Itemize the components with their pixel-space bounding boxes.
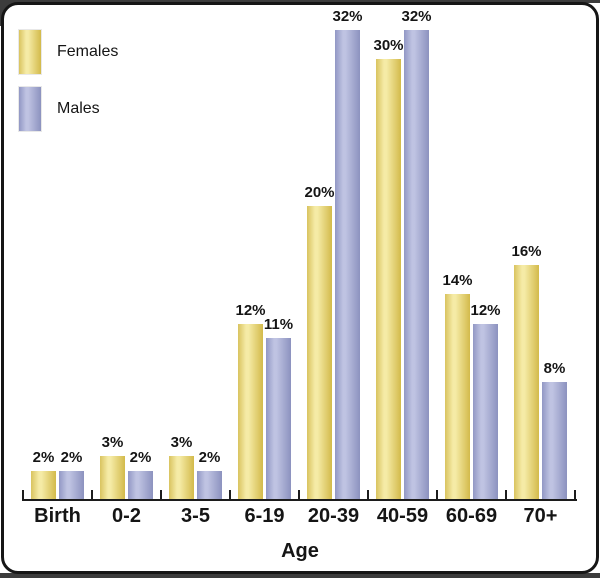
x-tick-label-birth: Birth xyxy=(34,505,81,527)
bar-males-20-39 xyxy=(335,29,360,500)
bar-females-20-39 xyxy=(307,206,332,500)
value-label-males-40-59: 32% xyxy=(401,7,432,25)
value-label-females-20-39: 20% xyxy=(304,184,335,201)
bar-males-60-69 xyxy=(473,323,498,500)
value-label-males-birth: 2% xyxy=(60,448,83,466)
value-label-females-40-59: 30% xyxy=(373,37,404,54)
outer-edge-bottom xyxy=(0,573,600,578)
x-tick-label-70: 70+ xyxy=(523,505,558,527)
value-label-females-3-5: 3% xyxy=(170,433,193,451)
value-label-females-6-19: 12% xyxy=(235,301,266,319)
bar-females-3-5 xyxy=(169,455,194,500)
value-label-females-birth: 2% xyxy=(32,448,55,466)
bar-males-40-59 xyxy=(404,29,429,500)
x-tick-label-3-5: 3-5 xyxy=(181,505,210,527)
bar-males-70 xyxy=(542,382,567,500)
axis-tick xyxy=(298,490,300,501)
axis-tick xyxy=(367,490,369,501)
x-tick-label-6-19: 6-19 xyxy=(244,505,285,527)
legend-swatch-females xyxy=(18,29,42,75)
bar-females-0-2 xyxy=(100,455,125,500)
outer-edge-top xyxy=(0,0,600,3)
bar-females-6-19 xyxy=(238,323,263,500)
legend-label-males: Males xyxy=(57,100,100,117)
axis-tick xyxy=(22,490,24,501)
axis-tick xyxy=(160,490,162,501)
x-tick-label-40-59: 40-59 xyxy=(376,505,429,527)
axis-tick xyxy=(574,490,576,501)
value-label-males-0-2: 2% xyxy=(129,448,152,466)
bar-females-40-59 xyxy=(376,59,401,500)
value-label-females-70: 16% xyxy=(511,242,542,260)
value-label-females-60-69: 14% xyxy=(442,272,473,290)
x-axis-line xyxy=(23,499,577,501)
value-label-females-0-2: 3% xyxy=(101,433,124,451)
value-label-males-6-19: 11% xyxy=(263,316,294,334)
value-label-males-3-5: 2% xyxy=(198,448,221,466)
bar-males-birth xyxy=(59,470,84,500)
value-label-males-20-39: 32% xyxy=(332,7,363,25)
bar-females-70 xyxy=(514,264,539,500)
legend-swatch-males xyxy=(18,86,42,132)
bar-females-birth xyxy=(31,470,56,500)
axis-tick xyxy=(91,490,93,501)
axis-tick xyxy=(505,490,507,501)
bar-females-60-69 xyxy=(445,294,470,500)
legend-label-females: Females xyxy=(57,43,119,60)
bar-males-0-2 xyxy=(128,470,153,500)
x-axis-title: Age xyxy=(281,540,319,562)
x-tick-label-60-69: 60-69 xyxy=(445,505,498,527)
value-label-males-70: 8% xyxy=(543,360,566,378)
x-tick-label-20-39: 20-39 xyxy=(307,505,360,527)
x-tick-label-0-2: 0-2 xyxy=(112,505,141,527)
value-label-males-60-69: 12% xyxy=(470,301,501,319)
bar-males-6-19 xyxy=(266,338,291,500)
bar-males-3-5 xyxy=(197,470,222,500)
axis-tick xyxy=(229,490,231,501)
axis-tick xyxy=(436,490,438,501)
